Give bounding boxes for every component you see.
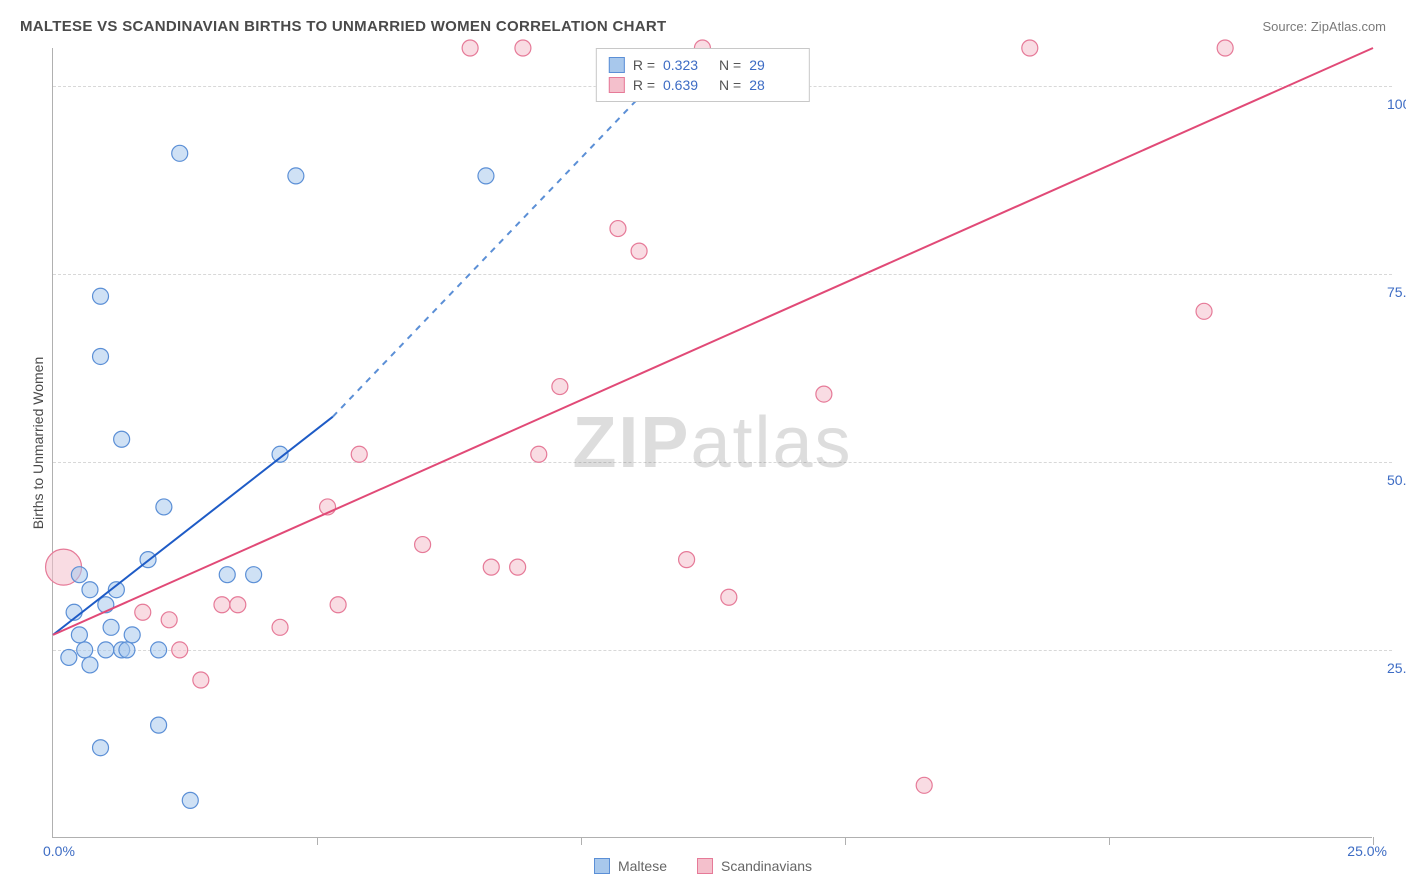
x-axis-tick <box>317 837 318 845</box>
correlation-stats-box: R = 0.323 N = 29 R = 0.639 N = 28 <box>596 48 810 102</box>
stats-row-maltese: R = 0.323 N = 29 <box>609 55 797 75</box>
stats-row-scand: R = 0.639 N = 28 <box>609 75 797 95</box>
data-point <box>1196 303 1212 319</box>
data-point <box>82 657 98 673</box>
data-point <box>119 642 135 658</box>
chart-title: MALTESE VS SCANDINAVIAN BIRTHS TO UNMARR… <box>20 18 666 35</box>
data-point <box>182 792 198 808</box>
data-point <box>246 567 262 583</box>
data-point <box>114 431 130 447</box>
plot-area: Births to Unmarried Women 25.0%50.0%75.0… <box>52 48 1372 838</box>
data-point <box>1022 40 1038 56</box>
chart-canvas <box>53 48 1372 837</box>
y-axis-title: Births to Unmarried Women <box>30 357 46 529</box>
data-point <box>172 642 188 658</box>
data-point <box>214 597 230 613</box>
data-point <box>135 604 151 620</box>
data-point <box>82 582 98 598</box>
x-axis-tick <box>581 837 582 845</box>
data-point <box>610 221 626 237</box>
data-point <box>1217 40 1233 56</box>
data-point <box>478 168 494 184</box>
data-point <box>679 552 695 568</box>
data-point <box>515 40 531 56</box>
data-point <box>93 348 109 364</box>
data-point <box>816 386 832 402</box>
data-point <box>172 145 188 161</box>
data-point <box>61 649 77 665</box>
r-label: R = <box>633 77 655 93</box>
data-point <box>93 740 109 756</box>
data-point <box>161 612 177 628</box>
y-axis-tick-label: 100.0% <box>1387 96 1406 112</box>
data-point <box>103 619 119 635</box>
data-point <box>71 567 87 583</box>
data-point <box>230 597 246 613</box>
data-point <box>415 537 431 553</box>
x-axis-tick <box>1109 837 1110 845</box>
y-axis-tick-label: 75.0% <box>1387 284 1406 300</box>
swatch-maltese-icon <box>609 57 625 73</box>
data-point <box>916 777 932 793</box>
data-point <box>156 499 172 515</box>
x-axis-label-first: 0.0% <box>43 843 75 859</box>
data-point <box>288 168 304 184</box>
data-point <box>71 627 87 643</box>
data-point <box>552 379 568 395</box>
data-point <box>483 559 499 575</box>
data-point <box>93 288 109 304</box>
r-label: R = <box>633 57 655 73</box>
data-point <box>77 642 93 658</box>
data-point <box>151 717 167 733</box>
y-axis-tick-label: 25.0% <box>1387 660 1406 676</box>
n-value-maltese: 29 <box>749 57 797 73</box>
legend: Maltese Scandinavians <box>0 858 1406 874</box>
swatch-scand-icon <box>697 858 713 874</box>
data-point <box>510 559 526 575</box>
regression-line <box>53 48 1373 635</box>
legend-item-scand: Scandinavians <box>697 858 812 874</box>
data-point <box>98 642 114 658</box>
x-axis-label-last: 25.0% <box>1347 843 1387 859</box>
data-point <box>124 627 140 643</box>
data-point <box>351 446 367 462</box>
legend-label-maltese: Maltese <box>618 858 667 874</box>
data-point <box>721 589 737 605</box>
n-label: N = <box>719 77 741 93</box>
data-point <box>151 642 167 658</box>
n-value-scand: 28 <box>749 77 797 93</box>
regression-line <box>333 48 687 417</box>
data-point <box>193 672 209 688</box>
data-point <box>219 567 235 583</box>
x-axis-tick <box>845 837 846 845</box>
n-label: N = <box>719 57 741 73</box>
legend-item-maltese: Maltese <box>594 858 667 874</box>
swatch-maltese-icon <box>594 858 610 874</box>
data-point <box>462 40 478 56</box>
data-point <box>330 597 346 613</box>
legend-label-scand: Scandinavians <box>721 858 812 874</box>
data-point <box>631 243 647 259</box>
swatch-scand-icon <box>609 77 625 93</box>
r-value-scand: 0.639 <box>663 77 711 93</box>
source-attribution: Source: ZipAtlas.com <box>1262 19 1386 34</box>
r-value-maltese: 0.323 <box>663 57 711 73</box>
data-point <box>531 446 547 462</box>
regression-line <box>53 417 333 635</box>
data-point <box>272 619 288 635</box>
y-axis-tick-label: 50.0% <box>1387 472 1406 488</box>
